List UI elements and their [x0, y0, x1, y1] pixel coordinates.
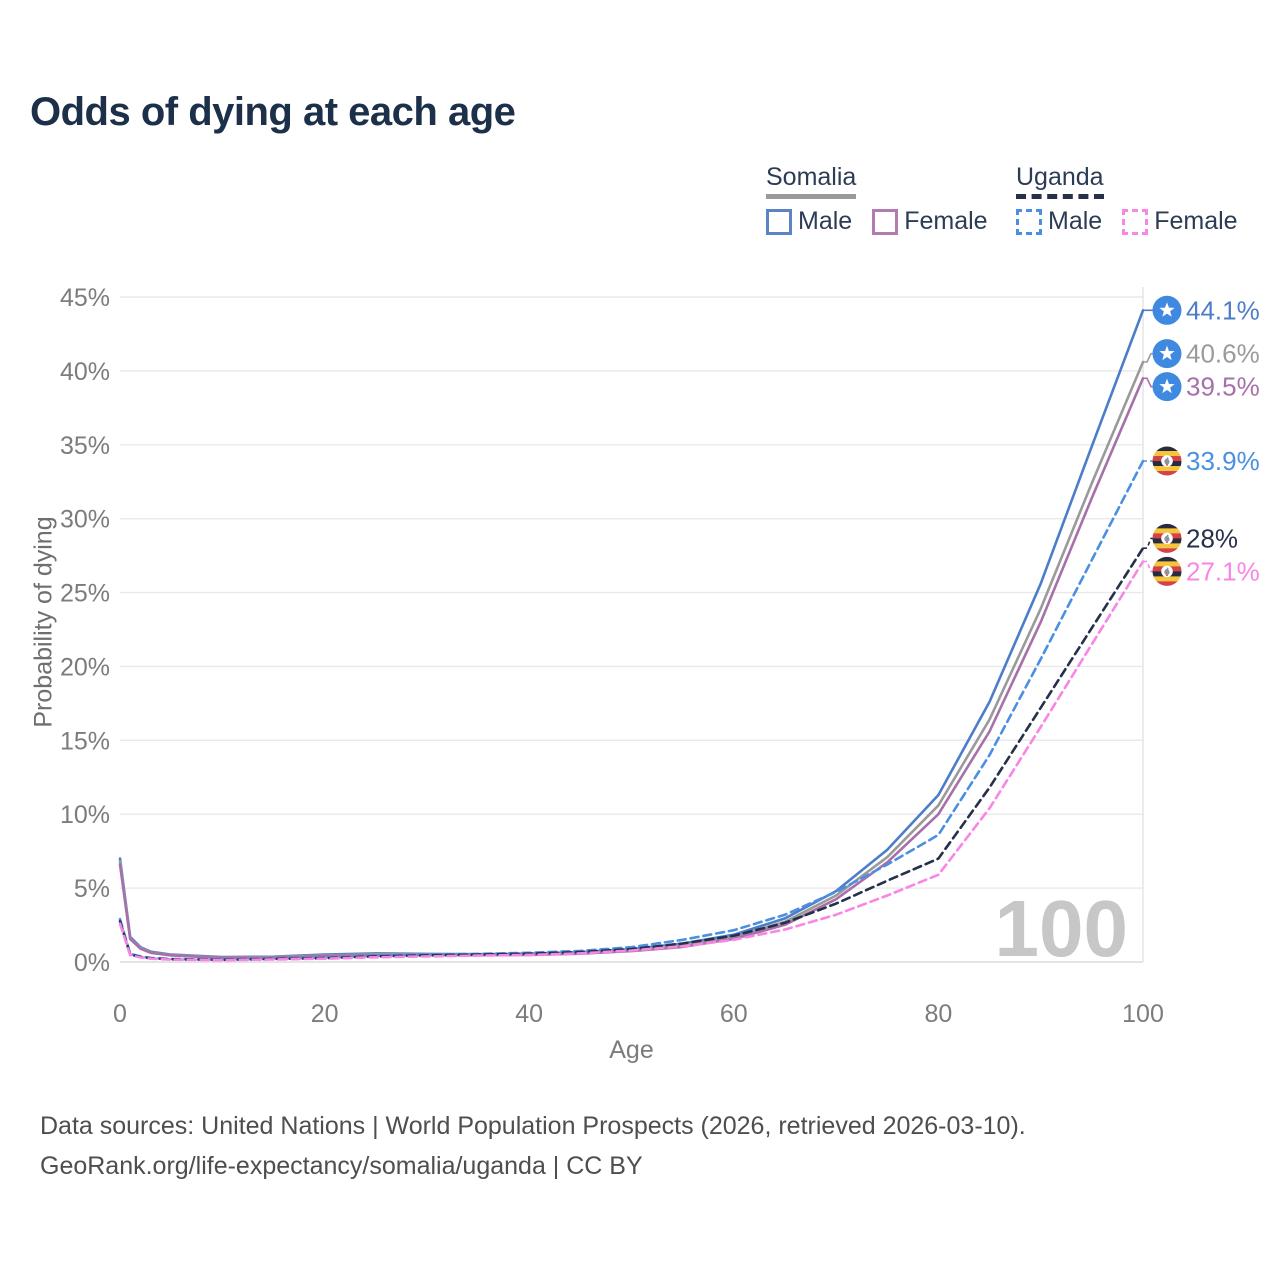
series-line-somalia-male[interactable] — [118, 309, 1145, 959]
y-tick-label: 10% — [60, 801, 110, 829]
series-line-somalia[interactable] — [118, 360, 1145, 959]
hover-age-watermark: 100 — [995, 884, 1128, 973]
end-value-label: 28% — [1186, 523, 1238, 553]
y-tick-label: 5% — [74, 875, 110, 903]
y-tick-label: 40% — [60, 358, 110, 386]
legend-title-uganda[interactable]: Uganda — [1016, 163, 1104, 199]
end-label-leader — [1143, 377, 1153, 388]
uganda-male-swatch-icon — [1016, 208, 1042, 235]
somalia-female-swatch-icon — [872, 208, 899, 235]
series-line-uganda-female[interactable] — [118, 560, 1145, 962]
footer-data-sources: Data sources: United Nations | World Pop… — [40, 1112, 1026, 1140]
legend-group-uganda: Uganda Male Female — [1016, 163, 1238, 236]
y-tick-label: 30% — [60, 506, 110, 534]
y-tick-label: 25% — [60, 580, 110, 608]
legend-item-somalia-female[interactable]: Female — [872, 207, 988, 236]
legend-group-somalia: Somalia Male Female — [766, 163, 988, 236]
end-value-label: 44.1% — [1186, 295, 1260, 325]
uganda-female-swatch-icon — [1122, 208, 1149, 235]
x-tick-label: 80 — [924, 1000, 952, 1028]
uganda-flag-icon — [1152, 556, 1182, 586]
end-label-leader — [1143, 560, 1153, 573]
legend-item-uganda-female[interactable]: Female — [1122, 207, 1238, 236]
legend-label: Female — [904, 207, 988, 235]
series-line-somalia-female[interactable] — [118, 377, 1145, 960]
y-tick-label: 35% — [60, 432, 110, 460]
x-axis-title: Age — [609, 1036, 653, 1064]
uganda-flag-icon — [1152, 523, 1182, 553]
y-tick-label: 20% — [60, 653, 110, 681]
x-tick-label: 0 — [113, 1000, 127, 1028]
series-line-uganda-male[interactable] — [118, 459, 1145, 961]
footer-attribution: GeoRank.org/life-expectancy/somalia/ugan… — [40, 1152, 643, 1180]
somalia-flag-icon — [1152, 295, 1182, 325]
end-label-leader — [1143, 537, 1153, 549]
legend-label: Female — [1154, 207, 1238, 235]
footer: Data sources: United Nations | World Pop… — [40, 1106, 1026, 1186]
end-value-label: 39.5% — [1186, 372, 1260, 402]
x-tick-label: 40 — [515, 1000, 543, 1028]
x-tick-label: 100 — [1122, 1000, 1164, 1028]
somalia-flag-icon — [1152, 339, 1182, 369]
legend: Somalia Male Female Uganda Male — [0, 163, 1280, 243]
y-tick-label: 45% — [60, 284, 110, 312]
legend-item-somalia-male[interactable]: Male — [766, 207, 852, 236]
uganda-flag-icon — [1152, 446, 1182, 476]
x-tick-label: 60 — [720, 1000, 748, 1028]
page-title: Odds of dying at each age — [30, 90, 516, 134]
x-tick-label: 20 — [311, 1000, 339, 1028]
y-tick-label: 0% — [74, 949, 110, 977]
y-tick-label: 15% — [60, 727, 110, 755]
end-value-label: 40.6% — [1186, 339, 1260, 369]
somalia-flag-icon — [1152, 372, 1182, 402]
legend-label: Male — [1048, 207, 1103, 235]
legend-item-uganda-male[interactable]: Male — [1016, 207, 1102, 236]
end-label-leader — [1143, 352, 1153, 363]
legend-label: Male — [798, 207, 853, 235]
legend-title-somalia[interactable]: Somalia — [766, 163, 857, 199]
somalia-male-swatch-icon — [766, 208, 792, 235]
end-value-label: 27.1% — [1186, 556, 1260, 586]
end-value-label: 33.9% — [1186, 446, 1260, 476]
